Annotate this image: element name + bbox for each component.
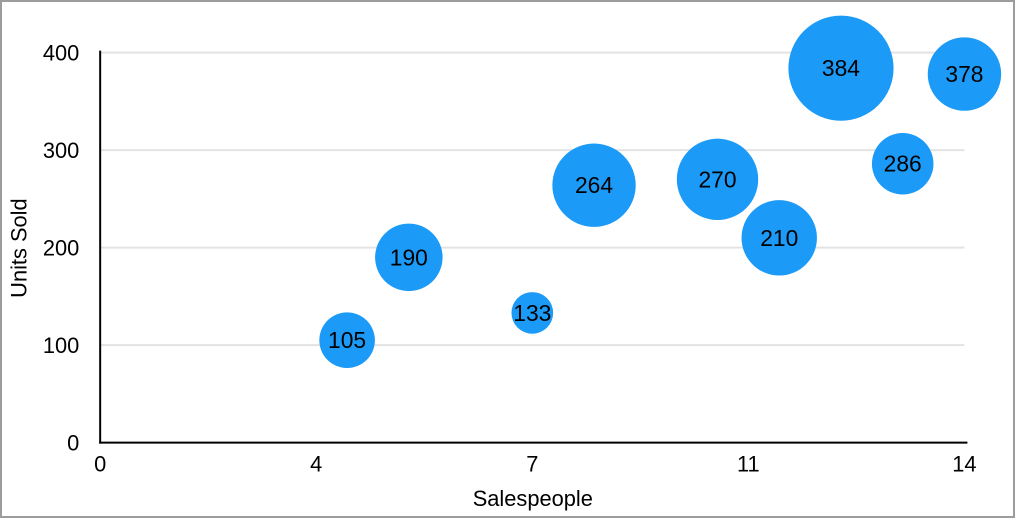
y-tick-label-200: 200	[43, 236, 79, 261]
bubble-value-label: 384	[822, 55, 860, 81]
x-tick-label-7: 7	[526, 451, 538, 476]
tick-labels-layer: 0 100 200 300 400 0 4 7 11 14	[43, 41, 977, 477]
bubble-circle-286[interactable]	[871, 132, 934, 195]
bubble-133: 133	[511, 292, 554, 334]
y-tick-label-300: 300	[43, 138, 79, 163]
bubble-378: 378	[927, 37, 1002, 111]
bubble-circle-384[interactable]	[788, 15, 894, 121]
bubble-384: 384	[788, 15, 894, 121]
bubble-264: 264	[552, 143, 636, 227]
x-tick-label-14: 14	[952, 451, 976, 476]
bubble-value-label: 133	[513, 300, 551, 326]
y-axis-title: Units Sold	[7, 198, 32, 297]
bubble-105: 105	[319, 312, 375, 368]
bubble-circle-378[interactable]	[927, 37, 1002, 111]
y-tick-label-100: 100	[43, 333, 79, 358]
x-tick-label-4: 4	[310, 451, 322, 476]
bubble-value-label: 286	[884, 151, 922, 177]
bubble-circle-210[interactable]	[741, 200, 817, 276]
bubble-210: 210	[741, 200, 817, 276]
bubble-190: 190	[375, 223, 443, 292]
bubble-270: 270	[676, 138, 759, 221]
bubble-value-label: 105	[328, 327, 366, 353]
bubble-circle-270[interactable]	[676, 138, 759, 221]
bubble-value-label: 190	[390, 244, 428, 270]
bubble-value-label: 210	[760, 225, 798, 251]
bubble-value-label: 270	[698, 166, 736, 192]
y-tick-label-0: 0	[67, 431, 79, 456]
bubble-circle-190[interactable]	[375, 223, 443, 292]
bubble-circle-264[interactable]	[552, 143, 636, 227]
bubble-286: 286	[871, 132, 934, 195]
x-axis-title: Salespeople	[473, 486, 593, 511]
bubble-circle-133[interactable]	[511, 292, 554, 334]
bubble-value-label: 378	[945, 61, 983, 87]
bubble-value-label: 264	[575, 172, 613, 198]
y-tick-label-400: 400	[43, 41, 79, 66]
x-tick-label-11: 11	[737, 451, 760, 476]
bubbles-layer: 105 190 133 264 270 210 384 286 378	[319, 15, 1002, 368]
bubble-circle-105[interactable]	[319, 312, 375, 368]
x-tick-label-0: 0	[94, 451, 106, 476]
axes-layer	[99, 50, 968, 444]
